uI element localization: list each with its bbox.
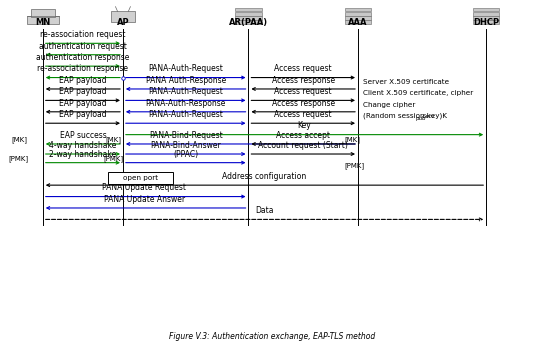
Text: PANA-Bind-Request: PANA-Bind-Request xyxy=(149,131,222,140)
Text: Client X.509 certificate, cipher: Client X.509 certificate, cipher xyxy=(364,90,474,96)
Text: DHCP: DHCP xyxy=(473,18,499,27)
Bar xyxy=(31,9,54,17)
Bar xyxy=(111,12,135,22)
Bar xyxy=(473,8,499,12)
Text: PANA-Bind-Answer: PANA-Bind-Answer xyxy=(150,141,221,150)
Text: AR(PAA): AR(PAA) xyxy=(229,18,268,27)
Bar xyxy=(235,20,262,24)
Text: PANA-Auth-Response: PANA-Auth-Response xyxy=(146,98,226,108)
Text: Access response: Access response xyxy=(271,76,335,85)
Text: Account request (Start): Account request (Start) xyxy=(258,141,348,150)
Bar xyxy=(473,16,499,20)
Text: Change cipher: Change cipher xyxy=(364,102,416,108)
Text: [PMK]: [PMK] xyxy=(344,162,365,169)
Text: [MK]: [MK] xyxy=(106,136,122,143)
Text: Serv: Serv xyxy=(423,114,435,119)
Text: open port: open port xyxy=(123,175,158,181)
Text: AAA: AAA xyxy=(348,18,368,27)
Text: EAP payload: EAP payload xyxy=(59,87,107,96)
Bar xyxy=(473,20,499,24)
Text: (PPAC): (PPAC) xyxy=(173,150,198,158)
Text: Key: Key xyxy=(298,121,311,131)
Bar xyxy=(235,16,262,20)
Text: PANA-Auth-Request: PANA-Auth-Request xyxy=(148,64,223,73)
Text: EAP payload: EAP payload xyxy=(59,76,107,85)
Text: re-association response: re-association response xyxy=(38,64,129,73)
Text: [MK]: [MK] xyxy=(12,136,28,143)
FancyBboxPatch shape xyxy=(108,172,173,185)
Text: authentication request: authentication request xyxy=(39,42,127,50)
Text: AP: AP xyxy=(117,18,129,27)
Bar xyxy=(344,8,371,12)
Text: [PMK]: [PMK] xyxy=(103,155,123,162)
Bar xyxy=(344,16,371,20)
Text: 4-way handshake: 4-way handshake xyxy=(49,141,117,150)
Text: [PMK]: [PMK] xyxy=(8,155,28,162)
Text: PANA-Auth-Request: PANA-Auth-Request xyxy=(148,87,223,96)
Text: EAP success: EAP success xyxy=(59,131,106,140)
Text: Address configuration: Address configuration xyxy=(222,172,307,181)
Text: PANA-Auth-Request: PANA-Auth-Request xyxy=(148,110,223,119)
Text: pub: pub xyxy=(416,116,426,121)
Text: EAP payload: EAP payload xyxy=(59,98,107,108)
Text: re-association request: re-association request xyxy=(40,30,126,39)
Bar xyxy=(235,8,262,12)
Text: PANA Update Answer: PANA Update Answer xyxy=(104,195,185,204)
Bar xyxy=(235,12,262,16)
Text: Data: Data xyxy=(255,206,274,215)
Text: MN: MN xyxy=(35,18,51,27)
Bar xyxy=(344,20,371,24)
Text: Server X.509 certificate: Server X.509 certificate xyxy=(364,79,450,85)
Text: Access accept: Access accept xyxy=(276,131,330,140)
Text: Access request: Access request xyxy=(274,87,332,96)
Text: authentication response: authentication response xyxy=(36,53,130,62)
Text: PANA Auth-Response: PANA Auth-Response xyxy=(146,76,226,85)
Text: [MK]: [MK] xyxy=(344,136,361,143)
Text: Access response: Access response xyxy=(271,98,335,108)
Bar xyxy=(344,12,371,16)
Bar xyxy=(473,12,499,16)
Text: (Random session key)K: (Random session key)K xyxy=(364,113,447,119)
Text: PANA Update Request: PANA Update Request xyxy=(102,184,186,192)
Text: Access request: Access request xyxy=(274,64,332,73)
Text: EAP payload: EAP payload xyxy=(59,110,107,119)
Text: Access request: Access request xyxy=(274,110,332,119)
Text: 2-way handshake: 2-way handshake xyxy=(49,150,117,158)
Bar xyxy=(27,16,59,24)
Text: Figure V.3: Authentication exchange, EAP-TLS method: Figure V.3: Authentication exchange, EAP… xyxy=(169,332,376,341)
